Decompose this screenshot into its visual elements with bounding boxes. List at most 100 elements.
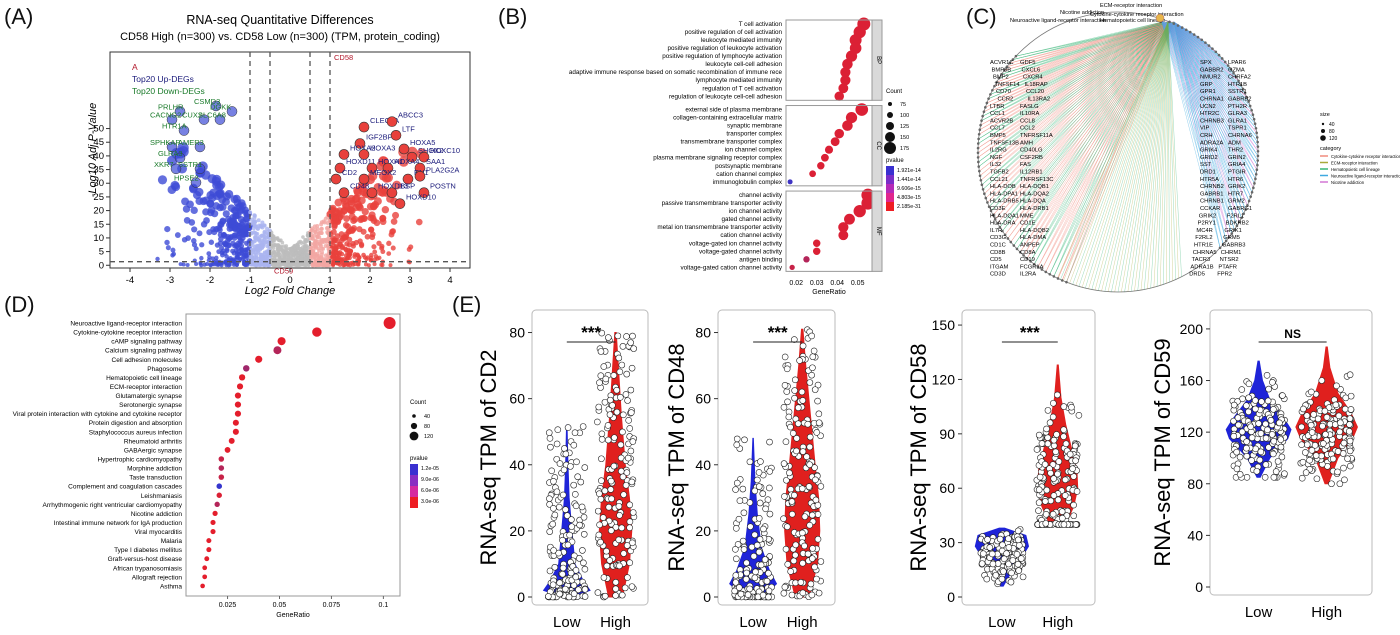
sample-point — [1230, 432, 1238, 440]
gene-node — [1256, 159, 1260, 162]
sample-point — [732, 525, 740, 532]
network-edge — [977, 21, 1175, 158]
sample-point — [551, 563, 559, 571]
sample-point — [1013, 550, 1021, 558]
sample-point — [1281, 470, 1288, 477]
gene-node — [997, 76, 1001, 80]
legend-size-label: 125 — [900, 124, 909, 130]
network-edge — [1167, 21, 1235, 230]
network-edge — [977, 21, 1175, 153]
sample-point — [1054, 391, 1061, 399]
pathway-label: Cell adhesion molecules — [112, 357, 183, 364]
volcano-point — [181, 262, 186, 267]
pathway-label: Neuroactive ligand-receptor interaction — [70, 321, 182, 328]
sample-point — [1306, 456, 1313, 464]
volcano-point — [226, 225, 233, 232]
sample-point — [576, 555, 583, 562]
legend-entry: Top20 Down-DEGs — [132, 86, 205, 96]
sample-point — [624, 574, 631, 581]
volcano-point — [346, 253, 351, 258]
x-tick-label: 3 — [407, 275, 412, 286]
down-deg-label: DGKK — [210, 102, 231, 111]
sample-point — [1298, 474, 1306, 482]
term-dot — [855, 103, 869, 116]
sample-point — [614, 332, 622, 340]
volcano-point — [373, 197, 382, 206]
gene-node — [1018, 250, 1022, 254]
gene-label: ANPEP — [1020, 243, 1040, 249]
up-deg-label: HOXA5 — [410, 138, 435, 147]
gene-label: IL2RG — [990, 148, 1007, 154]
sample-point — [627, 409, 635, 416]
sample-point — [793, 435, 800, 442]
sample-point — [548, 467, 555, 475]
network-edge — [994, 21, 1175, 87]
network-edge — [1173, 21, 1240, 222]
volcano-point — [337, 241, 343, 247]
sample-point — [1245, 380, 1253, 388]
sample-point — [594, 589, 602, 596]
sample-point — [1070, 473, 1077, 480]
sample-point — [626, 524, 633, 532]
sample-point — [572, 502, 580, 510]
sample-point — [808, 371, 815, 379]
gene-node — [1217, 53, 1221, 57]
gene-label: CCL2 — [1020, 126, 1035, 132]
down-deg-label: SLC6A8 — [198, 111, 226, 120]
term-dot — [845, 50, 858, 62]
volcano-point — [185, 262, 190, 267]
y-tick-label: 0 — [1195, 579, 1203, 595]
sample-point — [617, 454, 625, 462]
legend-color-label: 9.0e-06 — [421, 477, 439, 483]
pathway-label: Hypertrophic cardiomyopathy — [97, 457, 182, 464]
sample-point — [732, 486, 739, 493]
sample-point — [807, 580, 815, 588]
network-edge — [1173, 21, 1256, 179]
down-deg-point — [194, 141, 206, 153]
term-label: voltage-gated ion channel activity — [689, 240, 783, 247]
volcano-point — [304, 262, 308, 267]
plot-frame — [531, 309, 649, 606]
network-edge — [1173, 21, 1242, 218]
y-tick-label: 25 — [93, 192, 104, 203]
x-tick-label: -4 — [126, 275, 134, 286]
gene-node — [977, 133, 981, 136]
sample-point — [755, 483, 763, 490]
volcano-point — [349, 260, 354, 266]
network-edge — [1001, 21, 1169, 75]
network-edge — [1088, 21, 1169, 289]
volcano-point — [225, 233, 231, 240]
sample-point — [783, 388, 791, 395]
sample-point — [815, 419, 823, 427]
network-edge — [1009, 21, 1175, 64]
sample-point — [623, 370, 631, 378]
gene-label: CD5 — [990, 257, 1002, 263]
sample-point — [1314, 415, 1322, 423]
gene-label: GRM2 — [1228, 199, 1245, 205]
sample-point — [1043, 486, 1051, 494]
y-tick-label: 10 — [93, 233, 104, 244]
term-dot — [812, 247, 821, 256]
down-deg-point — [166, 114, 178, 125]
network-edge — [1161, 21, 1240, 223]
gene-label: FPR2 — [1217, 272, 1232, 278]
sample-point — [629, 438, 637, 445]
sample-point — [595, 403, 603, 411]
sample-point — [1072, 457, 1079, 464]
pathway-label: Leishmaniasis — [141, 493, 183, 500]
sample-point — [801, 542, 808, 550]
term-dot — [840, 75, 851, 86]
legend-category-label: Nicotine addiction — [1331, 180, 1365, 185]
y-tick-label: 40 — [509, 457, 525, 473]
network-edge — [985, 21, 1175, 199]
network-edge — [979, 21, 1175, 130]
network-edge — [982, 21, 1175, 190]
sample-point — [613, 408, 621, 416]
network-edge — [990, 21, 1175, 212]
sample-point — [814, 535, 822, 543]
sample-point — [1325, 404, 1333, 411]
volcano-point — [262, 235, 267, 240]
plot-frame — [185, 313, 401, 597]
volcano-point — [295, 259, 300, 264]
gene-node — [976, 146, 980, 150]
